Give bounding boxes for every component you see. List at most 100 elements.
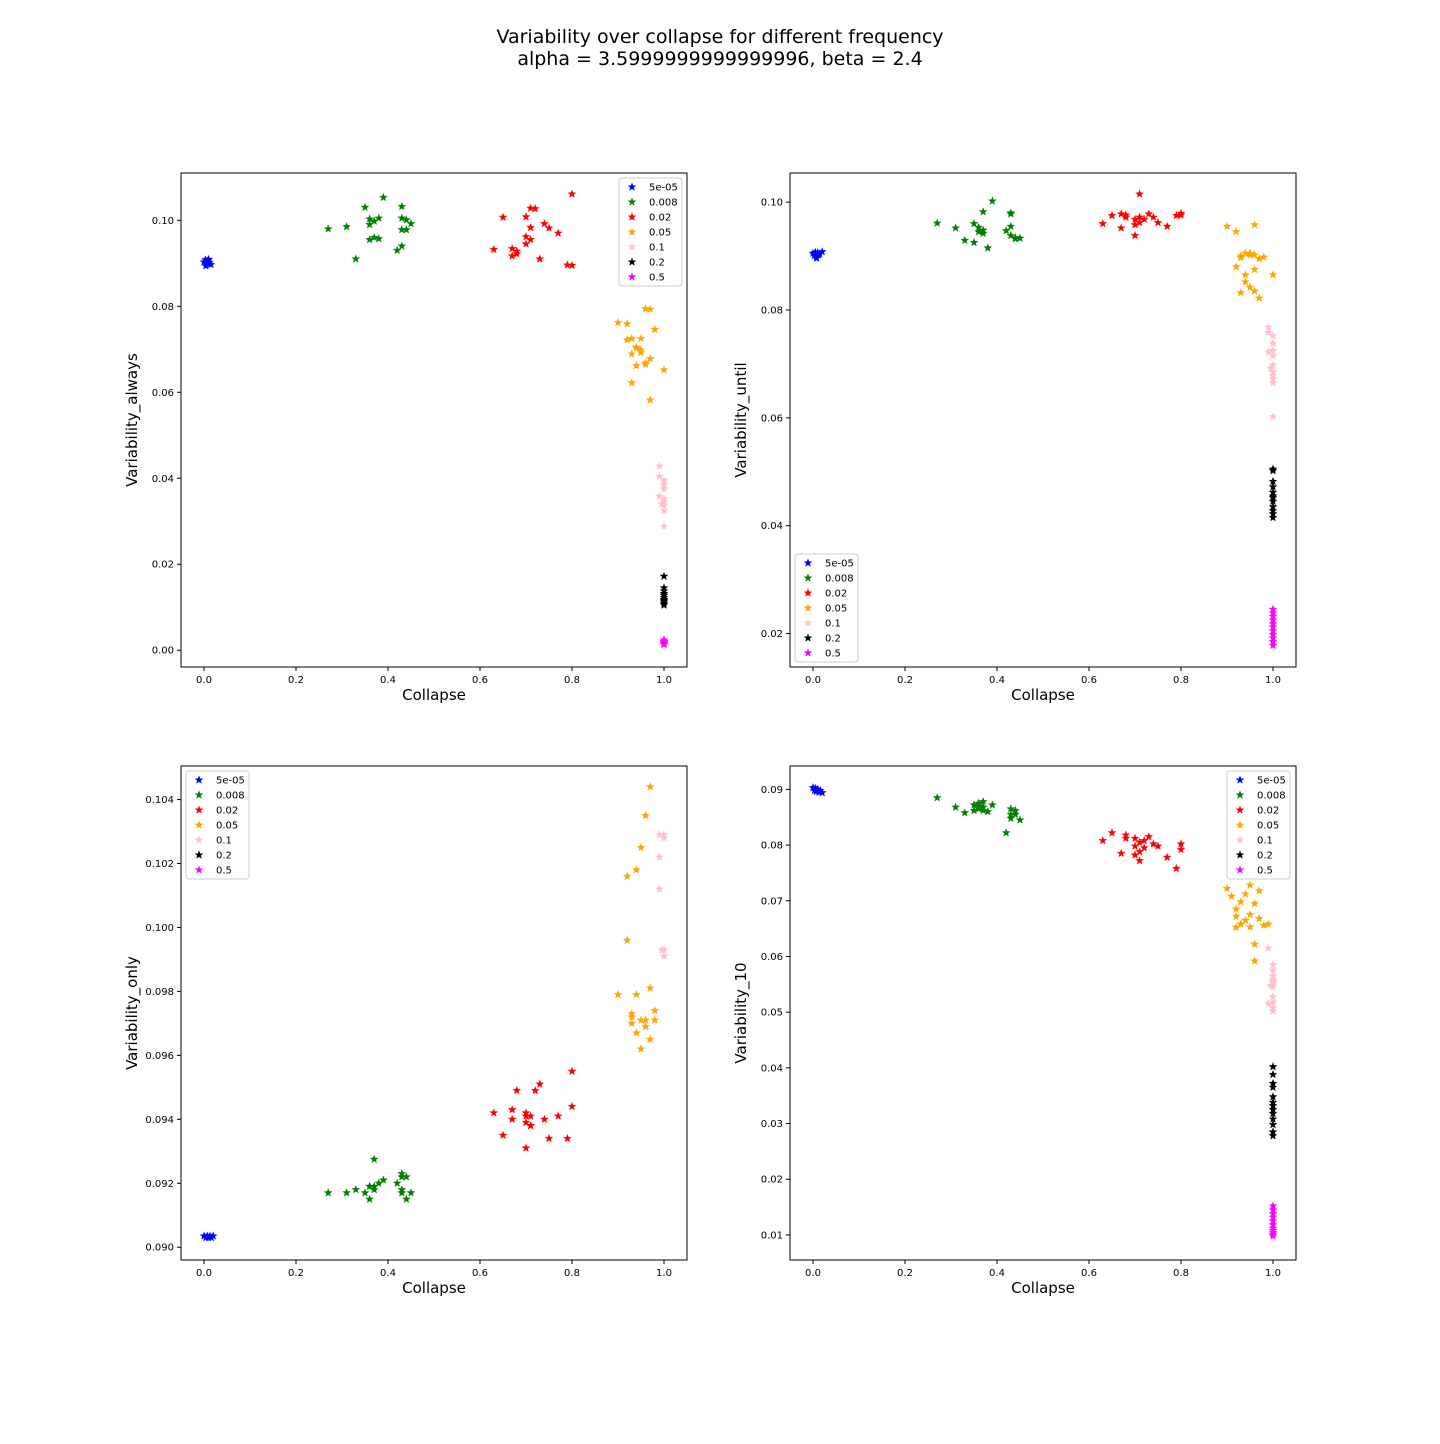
data-point	[1121, 212, 1131, 221]
y-tick-label: 0.06	[152, 388, 174, 399]
data-point	[351, 1185, 361, 1194]
legend: 5e-05 0.008 0.02 0.05 0.1 0.2 0.5	[185, 770, 250, 880]
data-point	[1268, 1120, 1278, 1129]
x-axis-label: Collapse	[402, 1279, 466, 1297]
y-tick-label: 0.03	[761, 1119, 783, 1130]
y-tick-label: 0.090	[145, 1243, 174, 1254]
data-point	[655, 461, 664, 470]
data-point	[1250, 264, 1259, 274]
data-point	[969, 219, 979, 228]
data-point	[641, 359, 650, 369]
data-point	[1268, 331, 1278, 340]
legend: 5e-05 0.008 0.02 0.05 0.1 0.2 0.5	[618, 177, 683, 287]
data-point	[1015, 815, 1025, 824]
data-point	[402, 215, 411, 224]
data-point	[342, 1188, 351, 1197]
legend-label: 0.05	[1257, 821, 1279, 832]
data-point	[512, 1085, 522, 1095]
legend-label: 0.1	[216, 836, 232, 847]
legend-marker	[1235, 820, 1245, 829]
data-point	[1149, 212, 1158, 221]
legend-marker	[627, 272, 637, 281]
data-point	[641, 1015, 650, 1024]
legend-label: 0.008	[1257, 791, 1286, 802]
legend-label: 5e-05	[825, 559, 854, 570]
data-point	[622, 871, 632, 881]
data-point	[397, 241, 407, 250]
data-point	[521, 232, 531, 241]
data-point	[1227, 891, 1236, 901]
y-tick-label: 0.02	[761, 1175, 783, 1186]
data-point	[1222, 221, 1232, 231]
data-point	[489, 244, 499, 254]
data-point	[1268, 512, 1278, 522]
data-point	[323, 1188, 333, 1197]
data-point	[489, 1108, 499, 1117]
data-point	[526, 203, 535, 212]
data-point	[1144, 209, 1154, 218]
data-point	[659, 830, 669, 839]
legend-marker	[1235, 835, 1245, 844]
data-point	[951, 223, 960, 232]
legend-label: 0.02	[825, 589, 847, 600]
data-point	[1153, 217, 1163, 227]
data-point	[1264, 328, 1273, 337]
legend-label: 0.02	[216, 806, 238, 817]
legend: 5e-05 0.008 0.02 0.05 0.1 0.2 0.5	[1226, 770, 1291, 880]
subplot-2: 0.0 0.2 0.4 0.6 0.8 1.0 0.02 0.04 0.06 0.08 0.10 Co…	[732, 172, 1297, 704]
data-point	[1268, 491, 1278, 500]
legend-label: 0.1	[825, 619, 841, 630]
data-point	[1241, 889, 1250, 898]
x-tick-label: 0.6	[472, 1268, 488, 1279]
data-point	[342, 222, 351, 231]
data-point	[1153, 841, 1163, 850]
data-point	[988, 196, 997, 205]
data-point	[507, 244, 517, 253]
data-point	[1245, 880, 1255, 889]
x-tick-label: 0.4	[380, 1268, 396, 1279]
legend-box	[794, 553, 859, 663]
x-tick-label: 0.0	[805, 1268, 821, 1279]
data-point	[402, 1194, 411, 1203]
legend-marker	[1235, 775, 1245, 784]
legend-label: 0.1	[649, 243, 665, 254]
data-point	[1116, 848, 1126, 858]
x-tick-label: 1.0	[656, 1268, 672, 1279]
data-point	[521, 1143, 531, 1152]
legend-label: 0.5	[216, 866, 232, 877]
data-point	[659, 571, 669, 581]
y-tick-label: 0.098	[145, 987, 174, 998]
data-point	[1176, 210, 1186, 219]
legend-label: 0.5	[649, 273, 665, 284]
data-point	[932, 218, 942, 227]
data-point	[1268, 1131, 1278, 1140]
y-tick-label: 0.09	[761, 785, 783, 796]
data-point	[632, 1028, 641, 1037]
legend-label: 0.008	[216, 791, 245, 802]
data-point	[553, 228, 563, 237]
legend-marker	[194, 805, 204, 814]
legend-marker	[194, 820, 204, 829]
data-point	[1268, 270, 1278, 279]
data-point	[1130, 214, 1140, 224]
data-point	[402, 1172, 411, 1181]
legend-marker	[803, 573, 813, 582]
data-point	[1149, 839, 1158, 848]
data-point	[563, 1133, 572, 1143]
data-point	[351, 254, 361, 263]
x-tick-label: 0.6	[472, 675, 488, 686]
data-point	[655, 852, 664, 861]
data-point	[636, 1044, 646, 1053]
y-tick-label: 0.10	[152, 216, 174, 227]
data-point	[978, 228, 988, 238]
data-point	[627, 349, 637, 358]
legend-label: 0.008	[649, 198, 678, 209]
data-point	[1268, 371, 1278, 380]
data-point	[535, 1079, 545, 1088]
data-point	[1266, 980, 1276, 990]
data-point	[974, 801, 983, 810]
data-point	[1162, 852, 1172, 862]
data-point	[369, 1185, 379, 1194]
data-point	[365, 214, 374, 223]
